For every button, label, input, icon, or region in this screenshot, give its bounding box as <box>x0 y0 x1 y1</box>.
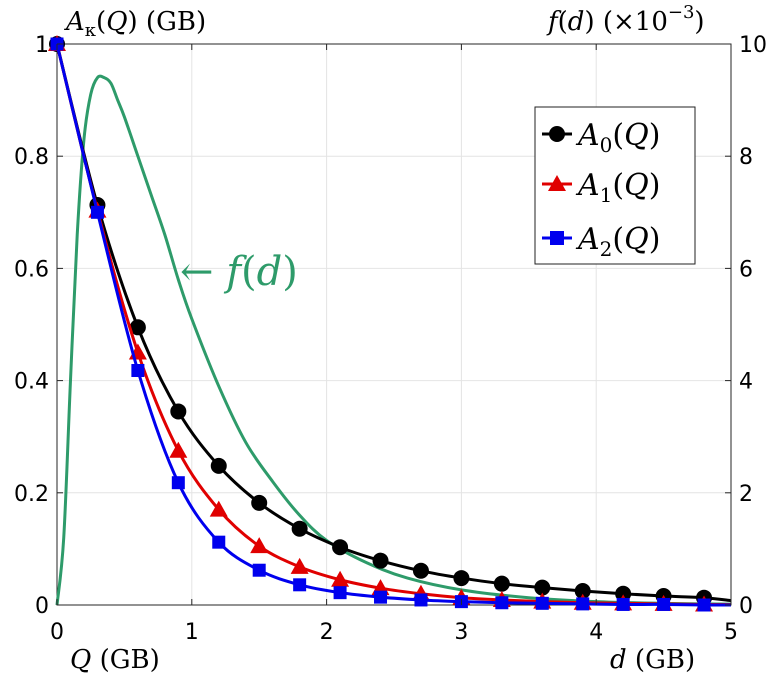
series-a2q <box>50 37 732 612</box>
data-point <box>90 205 104 219</box>
data-point <box>293 578 307 592</box>
plot-frame <box>56 43 732 606</box>
y-left-tick-label: 1 <box>35 33 49 58</box>
data-point <box>374 590 388 604</box>
right-axis-label: f(d) (×10−3) <box>546 2 705 37</box>
data-point <box>332 539 349 556</box>
y-right-tick-label: 8 <box>739 145 753 170</box>
svg-text:A0(Q): A0(Q) <box>575 118 660 157</box>
data-point <box>331 570 350 587</box>
y-right-tick-label: 6 <box>739 257 753 282</box>
legend-entry-a1: A1(Q) <box>542 168 660 207</box>
data-point <box>250 537 269 554</box>
x-tick-label: 0 <box>50 620 64 645</box>
data-point <box>333 586 347 600</box>
bottom-right-axis-label: d (GB) <box>610 645 695 675</box>
y-right-tick-label: 0 <box>739 594 753 619</box>
data-point <box>170 403 187 420</box>
y-right-tick-label: 10 <box>739 33 767 58</box>
data-point <box>453 570 470 587</box>
y-left-tick-label: 0.6 <box>14 257 49 282</box>
data-point <box>534 579 551 596</box>
data-point <box>535 596 549 610</box>
legend-entry-a0: A0(Q) <box>542 118 660 157</box>
x-tick-label: 4 <box>589 620 603 645</box>
data-point <box>291 520 308 537</box>
data-point <box>210 457 227 474</box>
data-point <box>615 585 632 602</box>
y-left-tick-label: 0.4 <box>14 370 49 395</box>
x-tick-label: 3 <box>454 620 468 645</box>
y-left-tick-label: 0.2 <box>14 482 49 507</box>
x-tick-label: 5 <box>724 620 738 645</box>
data-point <box>495 596 509 610</box>
data-point <box>251 494 268 511</box>
series-layer <box>48 35 732 612</box>
x-tick-label: 2 <box>320 620 334 645</box>
data-point <box>169 441 188 458</box>
legend: A0(Q) A1(Q) A2(Q) <box>534 106 696 265</box>
series-fd <box>55 74 732 606</box>
x-tick-label: 1 <box>185 620 199 645</box>
data-point <box>372 552 389 569</box>
data-point <box>209 500 228 517</box>
data-point <box>131 364 145 378</box>
data-point <box>412 562 429 579</box>
y-left-tick-label: 0.8 <box>14 145 49 170</box>
plot-border <box>56 43 732 606</box>
legend-entry-a2: A2(Q) <box>542 222 660 261</box>
data-point <box>414 593 428 607</box>
svg-text:A1(Q): A1(Q) <box>575 168 660 207</box>
fd-annotation: ← f(d) <box>180 249 298 295</box>
left-axis-label: Aκ(Q) (GB) <box>64 7 206 41</box>
data-point <box>171 476 185 490</box>
series-line <box>55 74 732 606</box>
data-point <box>576 597 590 611</box>
data-point <box>574 582 591 599</box>
svg-text:A2(Q): A2(Q) <box>575 222 660 261</box>
data-point <box>252 563 266 577</box>
y-right-tick-label: 2 <box>739 482 753 507</box>
data-point <box>616 597 630 611</box>
data-point <box>657 597 671 611</box>
data-point <box>129 319 146 336</box>
bottom-left-axis-label: Q (GB) <box>70 645 160 675</box>
data-point <box>697 598 711 612</box>
y-right-tick-label: 4 <box>739 370 753 395</box>
y-left-tick-label: 0 <box>35 594 49 619</box>
data-point <box>493 575 510 592</box>
data-point <box>212 535 226 549</box>
data-point <box>290 557 309 574</box>
